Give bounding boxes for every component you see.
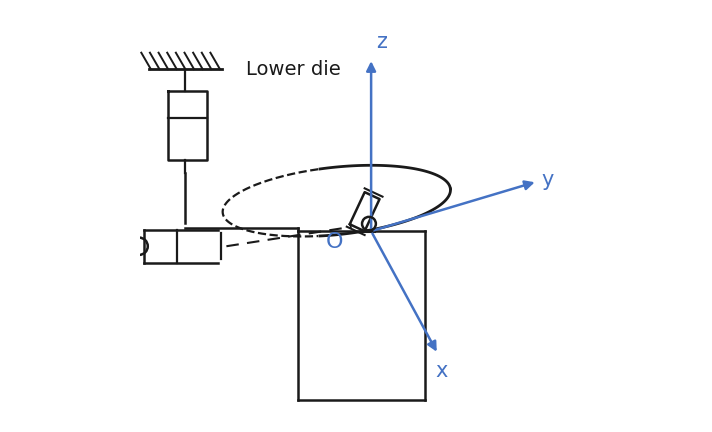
Text: O: O xyxy=(325,232,343,252)
Text: x: x xyxy=(435,361,448,381)
Text: Lower die: Lower die xyxy=(246,60,340,79)
Text: z: z xyxy=(377,32,387,52)
Text: y: y xyxy=(542,170,554,190)
